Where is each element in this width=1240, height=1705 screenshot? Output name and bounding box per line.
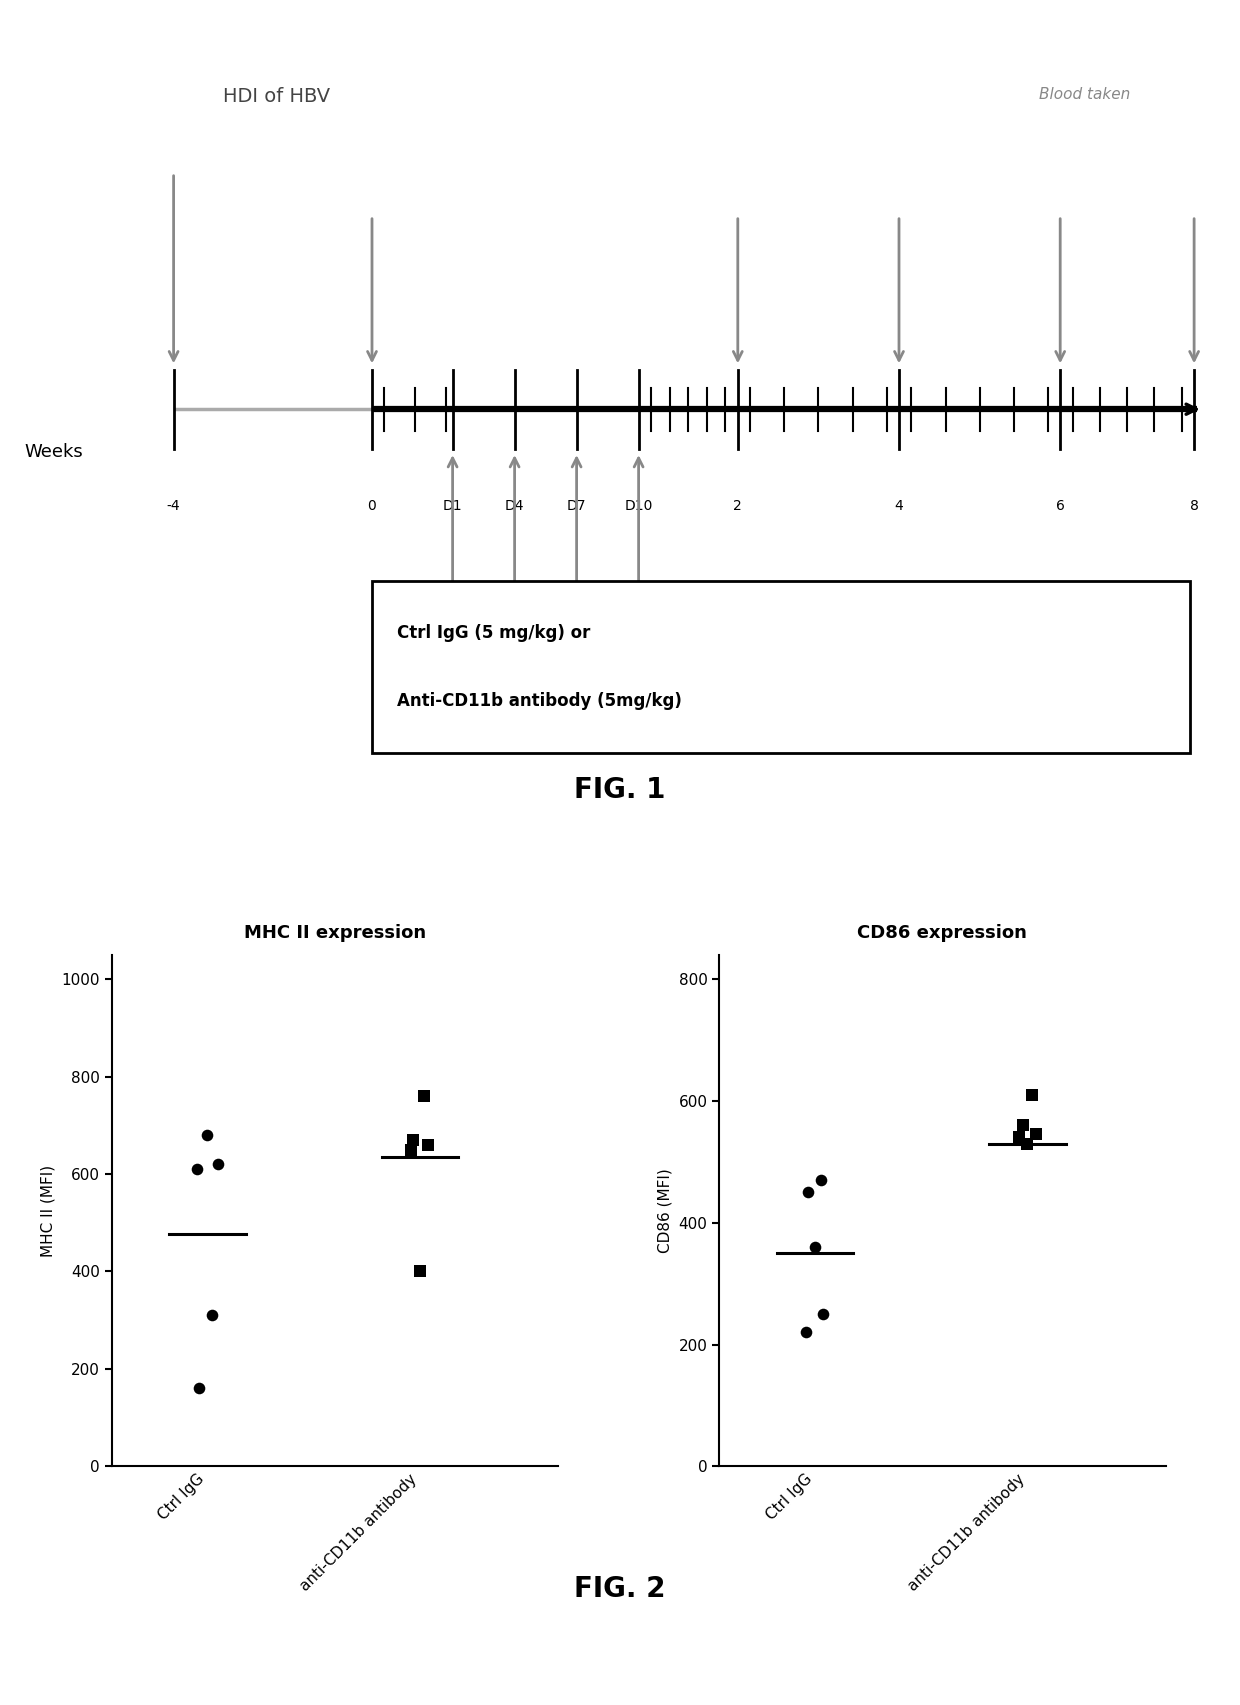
Point [410, 1258, 430, 1286]
Text: FIG. 1: FIG. 1 [574, 776, 666, 803]
Text: Anti-CD11b antibody (5mg/kg): Anti-CD11b antibody (5mg/kg) [397, 692, 682, 711]
Text: Weeks: Weeks [25, 443, 83, 460]
Point [402, 1136, 422, 1163]
Point [202, 1301, 222, 1328]
Text: D10: D10 [625, 500, 652, 513]
Point [1025, 1120, 1045, 1147]
Point [187, 1156, 207, 1183]
Point [208, 1151, 228, 1178]
Text: D4: D4 [505, 500, 525, 513]
Title: CD86 expression: CD86 expression [858, 924, 1027, 943]
Text: 2: 2 [733, 500, 743, 513]
Point [418, 1130, 438, 1158]
Text: 6: 6 [1055, 500, 1065, 513]
Point [197, 1122, 217, 1149]
Point [1013, 1112, 1033, 1139]
Text: D7: D7 [567, 500, 587, 513]
Y-axis label: CD86 (MFI): CD86 (MFI) [658, 1168, 673, 1253]
Point [188, 1374, 208, 1402]
Point [813, 1301, 833, 1328]
Point [1018, 1130, 1038, 1158]
FancyBboxPatch shape [372, 581, 1190, 754]
Text: Ctrl IgG (5 mg/kg) or: Ctrl IgG (5 mg/kg) or [397, 624, 590, 641]
Text: 4: 4 [894, 500, 904, 513]
Point [796, 1318, 816, 1345]
Text: -4: -4 [167, 500, 180, 513]
Y-axis label: MHC II (MFI): MHC II (MFI) [41, 1165, 56, 1257]
Title: MHC II expression: MHC II expression [244, 924, 425, 943]
Text: 0: 0 [367, 500, 377, 513]
Text: Blood taken: Blood taken [1039, 87, 1131, 102]
Text: HDI of HBV: HDI of HBV [223, 87, 330, 106]
Text: 8: 8 [1189, 500, 1199, 513]
Point [403, 1127, 423, 1154]
Text: FIG. 2: FIG. 2 [574, 1575, 666, 1603]
Point [811, 1166, 831, 1193]
Point [1009, 1124, 1029, 1151]
Point [414, 1083, 434, 1110]
Point [805, 1233, 825, 1260]
Point [799, 1178, 818, 1205]
Point [1022, 1081, 1042, 1108]
Text: D1: D1 [443, 500, 463, 513]
